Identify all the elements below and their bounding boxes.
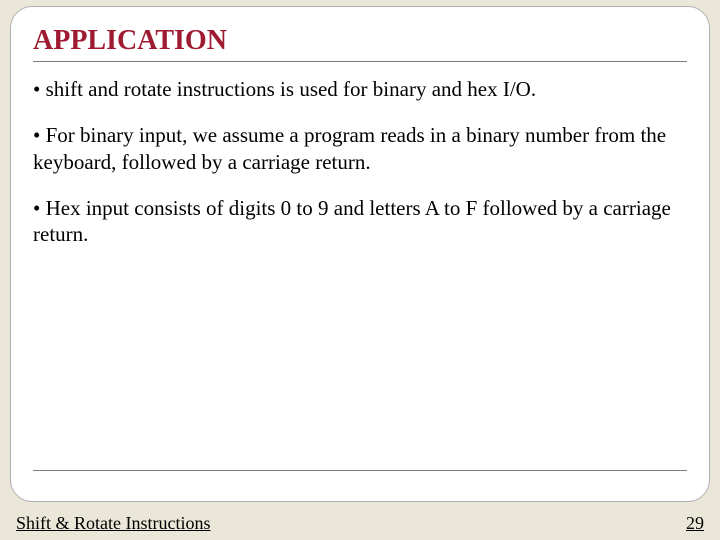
slide: APPLICATION • shift and rotate instructi… <box>0 0 720 540</box>
footer: Shift & Rotate Instructions 29 <box>16 513 704 534</box>
slide-title: APPLICATION <box>33 25 687 57</box>
footer-left-text: Shift & Rotate Instructions <box>16 513 210 534</box>
content-box: APPLICATION • shift and rotate instructi… <box>10 6 710 502</box>
bullet-1: • shift and rotate instructions is used … <box>33 76 687 102</box>
bullet-2: • For binary input, we assume a program … <box>33 122 687 175</box>
bullet-3: • Hex input consists of digits 0 to 9 an… <box>33 195 687 248</box>
page-number: 29 <box>686 513 704 534</box>
footer-rule <box>33 470 687 471</box>
title-underline-rule <box>33 61 687 62</box>
